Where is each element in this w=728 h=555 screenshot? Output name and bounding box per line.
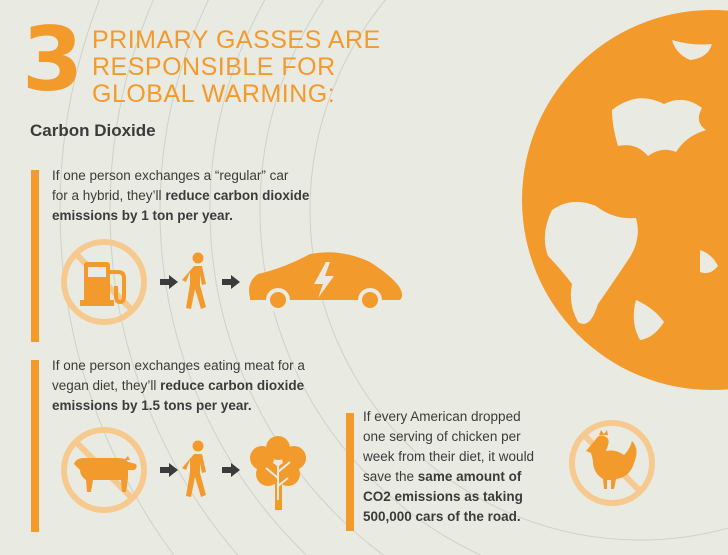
fact-3-line-1: If every American dropped (363, 409, 521, 424)
globe-illustration: GLOBAL WARMING (468, 0, 728, 390)
headline-number: 3 (22, 8, 84, 111)
walking-person-icon (182, 440, 206, 497)
fact-3-line-2: one serving of chicken per (363, 429, 521, 444)
fact-2-accent-bar (31, 360, 39, 532)
fact-1-accent-bar (31, 170, 39, 342)
headline-line-3: GLOBAL WARMING: (92, 80, 336, 108)
fact-1-line-3: emissions by 1 ton per year. (52, 208, 233, 223)
arrow-right-icon (160, 463, 178, 477)
cow-icon (61, 427, 147, 513)
fact-3-accent-bar (346, 413, 354, 531)
section-title: Carbon Dioxide (30, 121, 156, 140)
fact-1-line-2: for a hybrid, they’ll reduce carbon diox… (52, 188, 310, 203)
arrow-right-icon (222, 463, 240, 477)
headline-line-2: RESPONSIBLE FOR (92, 53, 336, 81)
fact-1-text: If one person exchanges a “regular” car … (52, 166, 352, 226)
fact-3-line-3: week from their diet, it would (363, 449, 535, 464)
fact-2-line-2: vegan diet, they’ll reduce carbon dioxid… (52, 378, 305, 393)
lightning-bolt-icon (314, 262, 334, 298)
arrow-right-icon (222, 275, 240, 289)
chicken-icon (569, 420, 655, 506)
fact-3-text: If every American dropped one serving of… (363, 407, 563, 527)
walking-person-icon (182, 252, 206, 309)
fact-2-line-1: If one person exchanges eating meat for … (52, 358, 305, 373)
fact-2-text: If one person exchanges eating meat for … (52, 356, 352, 416)
gas-pump-icon (61, 239, 147, 325)
fact-1-line-1: If one person exchanges a “regular” car (52, 168, 289, 183)
headline: PRIMARY GASSES ARE RESPONSIBLE FOR GLOBA… (92, 27, 381, 108)
headline-line-1: PRIMARY GASSES ARE (92, 26, 381, 54)
fact-3-line-5: CO2 emissions as taking (363, 489, 523, 504)
tree-icon (250, 436, 306, 510)
fact-3-line-6: 500,000 cars of the road. (363, 509, 521, 524)
electric-car-icon (249, 252, 402, 312)
fact-2-line-3: emissions by 1.5 tons per year. (52, 398, 252, 413)
arrow-right-icon (160, 275, 178, 289)
fact-3-line-4: save the same amount of (363, 469, 522, 484)
